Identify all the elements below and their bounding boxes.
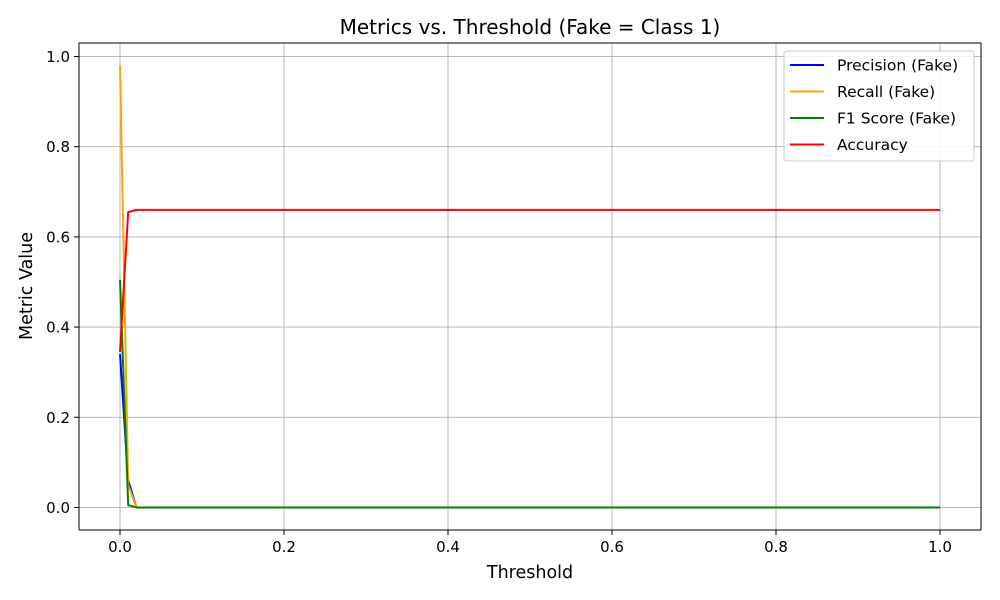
y-tick-label: 0.4 [46,319,70,337]
y-tick-label: 0.0 [46,499,70,517]
plot-area-frame [78,42,982,531]
series-line-f1-score-fake [119,279,940,509]
legend: Precision (Fake) Recall (Fake) F1 Score (F… [783,50,975,162]
y-tick-label: 1.0 [46,48,70,66]
series-line-accuracy [119,208,940,352]
legend-box [783,50,975,162]
x-tick-label: 0.0 [108,538,132,556]
y-axis-title: Metric Value [17,232,37,340]
legend-label-precision-fake: Precision (Fake) [837,57,958,75]
y-tick-label: 0.8 [46,138,70,156]
x-tick-label: 0.8 [764,538,788,556]
series-layer [119,65,940,509]
x-axis: 0.0 0.2 0.4 0.6 0.8 1.0 [108,530,952,556]
y-tick-label: 0.6 [46,228,70,246]
x-tick-label: 0.4 [436,538,460,556]
legend-label-recall-fake: Recall (Fake) [837,83,935,101]
y-axis: 0.0 0.2 0.4 0.6 0.8 1.0 [46,48,79,517]
chart-title: Metrics vs. Threshold (Fake = Class 1) [340,15,721,39]
x-tick-label: 0.6 [600,538,624,556]
legend-label-accuracy: Accuracy [837,136,908,154]
legend-label-f1-score-fake: F1 Score (Fake) [837,110,956,128]
y-tick-label: 0.2 [46,409,70,427]
x-axis-title: Threshold [486,563,573,583]
series-line-precision-fake [119,354,940,509]
x-tick-label: 1.0 [928,538,952,556]
x-tick-label: 0.2 [272,538,296,556]
